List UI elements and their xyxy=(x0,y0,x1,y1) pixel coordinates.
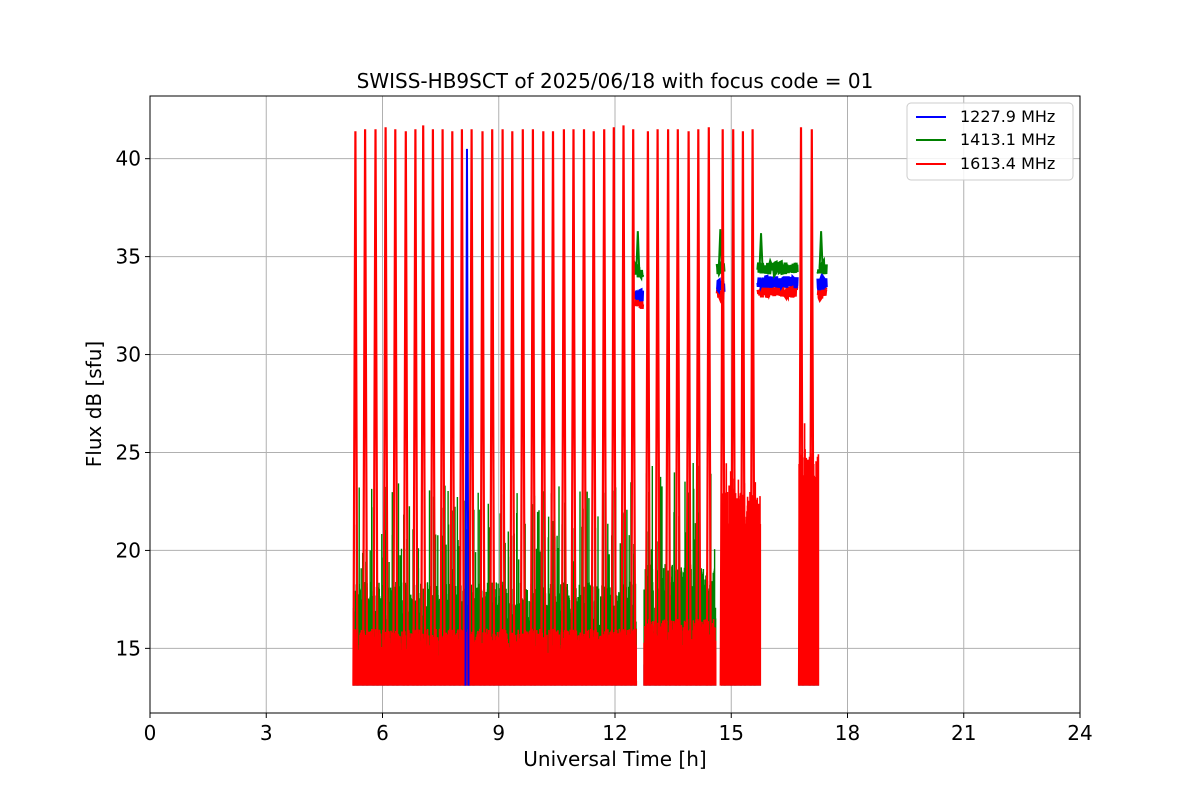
series-1613-mhz-spike xyxy=(695,129,702,686)
series-1613-mhz-spike xyxy=(630,129,637,686)
y-tick-label: 25 xyxy=(116,440,141,464)
series-1613-mhz-spike xyxy=(719,129,726,686)
x-tick-label: 15 xyxy=(719,721,744,745)
series-1613-mhz-spike xyxy=(665,129,672,686)
series-1613-mhz-spike xyxy=(654,129,661,686)
x-tick-label: 12 xyxy=(602,721,627,745)
series-1613-mhz-spike xyxy=(570,129,577,686)
series-1613-mhz-spike xyxy=(392,129,399,686)
series-1613-mhz-spike xyxy=(590,131,597,686)
series-1227-mhz-plateau xyxy=(633,287,645,302)
series-1613-mhz-spike xyxy=(529,129,536,686)
series-1413-mhz-plateau-spike xyxy=(758,233,764,269)
series-1613-mhz-spike xyxy=(420,125,427,686)
series-1613-mhz-spike xyxy=(739,131,746,686)
x-tick-label: 24 xyxy=(1067,721,1092,745)
series-1613-mhz-spike xyxy=(685,131,692,686)
legend-label-1227-mhz: 1227.9 MHz xyxy=(960,107,1055,126)
series-1613-mhz-spike xyxy=(808,129,815,686)
series-1613-mhz-spike xyxy=(468,129,475,686)
series-1227-mhz-plateau xyxy=(816,272,828,291)
series-1227-mhz-plateau xyxy=(756,274,799,292)
series-1613-mhz-spike xyxy=(382,127,389,686)
chart-title: SWISS-HB9SCT of 2025/06/18 with focus co… xyxy=(357,69,874,93)
legend-box xyxy=(906,102,1074,181)
plateau xyxy=(633,231,645,309)
x-tick-label: 3 xyxy=(260,721,273,745)
series-1613-mhz-spike xyxy=(549,131,557,686)
x-axis-label: Universal Time [h] xyxy=(523,747,706,771)
legend: 1227.9 MHz 1413.1 MHz 1613.4 MHz xyxy=(906,102,1074,181)
series-1613-mhz-spike xyxy=(499,129,506,686)
series-1613-mhz-spike xyxy=(479,131,486,686)
y-tick-label: 15 xyxy=(116,636,141,660)
series-1613-mhz-spike xyxy=(519,129,526,686)
series-1613-mhz-spike xyxy=(620,125,627,686)
series-1613-mhz-spike xyxy=(458,129,465,686)
series-1613-mhz-spike xyxy=(730,129,737,686)
y-tick-label: 30 xyxy=(116,343,141,367)
series-1613-mhz-spike xyxy=(797,127,805,686)
y-tick-label: 20 xyxy=(116,538,141,562)
series-1613-mhz-spike xyxy=(674,129,681,686)
series-1413-mhz-plateau xyxy=(816,256,828,275)
series-1613-mhz-spike xyxy=(352,131,359,686)
x-tick-label: 21 xyxy=(951,721,976,745)
series-1613-mhz-spike xyxy=(412,129,419,686)
x-tick-label: 6 xyxy=(376,721,389,745)
series-1613-mhz-spike xyxy=(439,129,446,686)
series-1227-mhz-spike xyxy=(464,148,470,686)
series-1613-mhz-spike xyxy=(429,129,436,686)
legend-label-1413-mhz: 1413.1 MHz xyxy=(960,130,1055,149)
series-1613-mhz-spike xyxy=(362,129,369,686)
legend-label-1613-mhz: 1613.4 MHz xyxy=(960,154,1055,173)
series-1613-mhz-plateau xyxy=(816,283,828,303)
series-1613-mhz-plateau xyxy=(756,279,799,302)
x-tick-label: 18 xyxy=(835,721,860,745)
y-axis-ticks: 15 20 25 30 35 40 xyxy=(116,147,150,660)
series-1613-mhz-spike xyxy=(580,129,588,686)
series-1413-mhz-plateau-spike xyxy=(818,231,824,269)
plateau xyxy=(756,233,799,302)
series-1613-mhz-spike xyxy=(601,129,608,686)
x-tick-label: 9 xyxy=(492,721,505,745)
series-1613-mhz-spike xyxy=(489,129,496,686)
calibration-spikes xyxy=(352,125,815,686)
plateau xyxy=(816,231,828,303)
series-1613-mhz-spike xyxy=(705,127,712,686)
x-tick-label: 0 xyxy=(144,721,157,745)
x-axis-ticks: 0 3 6 9 12 15 18 21 24 xyxy=(144,713,1093,745)
series-1413-mhz-plateau xyxy=(756,257,799,279)
series-1613-mhz-spike xyxy=(402,131,409,686)
series-1613-mhz-spike xyxy=(610,127,617,686)
y-tick-label: 35 xyxy=(116,245,141,269)
series-1613-mhz-spike xyxy=(749,129,756,686)
series-1613-mhz-spike xyxy=(509,131,516,686)
series-1613-mhz-spike xyxy=(540,131,547,686)
series-1413-mhz-plateau-spike xyxy=(635,231,641,273)
series-1613-mhz-spike xyxy=(560,129,567,686)
series-1613-mhz-spike xyxy=(644,131,651,686)
series-1613-mhz-spike xyxy=(449,131,456,686)
y-axis-label: Flux dB [sfu] xyxy=(82,341,106,467)
series-1613-mhz-spike xyxy=(372,129,379,686)
plot-area xyxy=(352,125,828,686)
y-tick-label: 40 xyxy=(116,147,141,171)
